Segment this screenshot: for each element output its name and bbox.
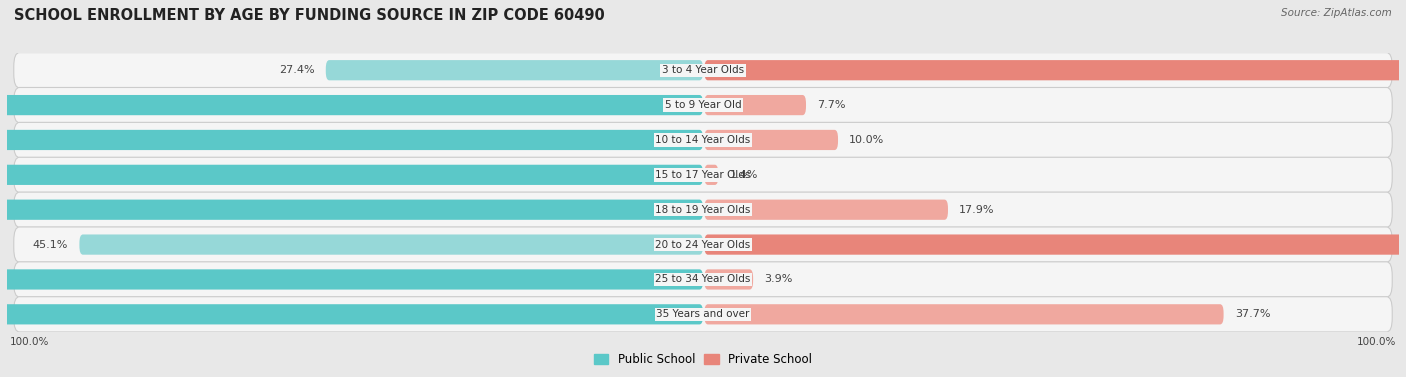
Text: 37.7%: 37.7% xyxy=(1234,309,1270,319)
FancyBboxPatch shape xyxy=(14,262,1392,297)
Text: 10.0%: 10.0% xyxy=(849,135,884,145)
Text: 18 to 19 Year Olds: 18 to 19 Year Olds xyxy=(655,205,751,215)
Text: 45.1%: 45.1% xyxy=(32,239,69,250)
Text: 7.7%: 7.7% xyxy=(817,100,845,110)
FancyBboxPatch shape xyxy=(14,227,1392,262)
FancyBboxPatch shape xyxy=(14,123,1392,158)
FancyBboxPatch shape xyxy=(704,234,1406,255)
FancyBboxPatch shape xyxy=(0,165,703,185)
FancyBboxPatch shape xyxy=(0,130,703,150)
FancyBboxPatch shape xyxy=(704,199,948,220)
FancyBboxPatch shape xyxy=(704,130,838,150)
FancyBboxPatch shape xyxy=(14,53,1392,88)
Text: 35 Years and over: 35 Years and over xyxy=(657,309,749,319)
Text: 3.9%: 3.9% xyxy=(765,274,793,285)
Text: 1.4%: 1.4% xyxy=(730,170,758,180)
FancyBboxPatch shape xyxy=(14,87,1392,123)
FancyBboxPatch shape xyxy=(704,60,1406,80)
FancyBboxPatch shape xyxy=(0,95,703,115)
Text: 100.0%: 100.0% xyxy=(1357,337,1396,347)
FancyBboxPatch shape xyxy=(704,95,806,115)
Text: 27.4%: 27.4% xyxy=(278,65,315,75)
Text: 100.0%: 100.0% xyxy=(10,337,49,347)
Text: 5 to 9 Year Old: 5 to 9 Year Old xyxy=(665,100,741,110)
Text: 20 to 24 Year Olds: 20 to 24 Year Olds xyxy=(655,239,751,250)
FancyBboxPatch shape xyxy=(0,269,703,290)
FancyBboxPatch shape xyxy=(14,297,1392,332)
FancyBboxPatch shape xyxy=(704,304,1223,325)
FancyBboxPatch shape xyxy=(14,192,1392,227)
Text: SCHOOL ENROLLMENT BY AGE BY FUNDING SOURCE IN ZIP CODE 60490: SCHOOL ENROLLMENT BY AGE BY FUNDING SOUR… xyxy=(14,8,605,23)
Text: 3 to 4 Year Olds: 3 to 4 Year Olds xyxy=(662,65,744,75)
FancyBboxPatch shape xyxy=(0,199,703,220)
FancyBboxPatch shape xyxy=(0,304,703,325)
Text: 10 to 14 Year Olds: 10 to 14 Year Olds xyxy=(655,135,751,145)
FancyBboxPatch shape xyxy=(704,165,718,185)
Text: 15 to 17 Year Olds: 15 to 17 Year Olds xyxy=(655,170,751,180)
Legend: Public School, Private School: Public School, Private School xyxy=(589,349,817,371)
Text: 17.9%: 17.9% xyxy=(959,205,994,215)
FancyBboxPatch shape xyxy=(326,60,703,80)
FancyBboxPatch shape xyxy=(704,269,754,290)
FancyBboxPatch shape xyxy=(14,157,1392,192)
Text: 25 to 34 Year Olds: 25 to 34 Year Olds xyxy=(655,274,751,285)
FancyBboxPatch shape xyxy=(79,234,703,255)
Text: Source: ZipAtlas.com: Source: ZipAtlas.com xyxy=(1281,8,1392,18)
